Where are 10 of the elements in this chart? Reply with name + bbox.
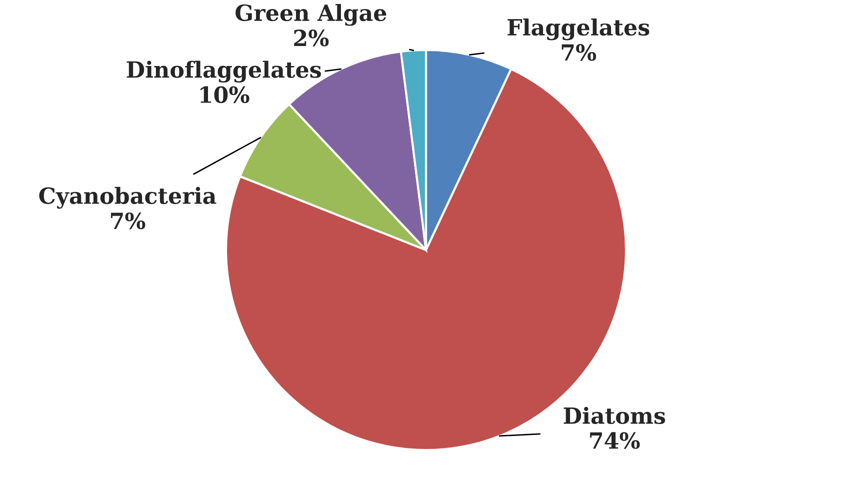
data-label: 74% bbox=[590, 432, 640, 449]
data-label: 10% bbox=[200, 86, 250, 104]
data-label: 7% bbox=[562, 44, 596, 61]
data-label: 7% bbox=[110, 212, 146, 230]
slice-label: Flaggelates bbox=[508, 18, 650, 40]
data-label: 2% bbox=[294, 30, 329, 46]
slice-label: Diatoms bbox=[564, 406, 666, 424]
slice-label: Cyanobacteria bbox=[39, 186, 216, 209]
slice-label: Dinoflaggelates bbox=[126, 60, 321, 83]
slice-label: Green Algae bbox=[236, 4, 386, 26]
